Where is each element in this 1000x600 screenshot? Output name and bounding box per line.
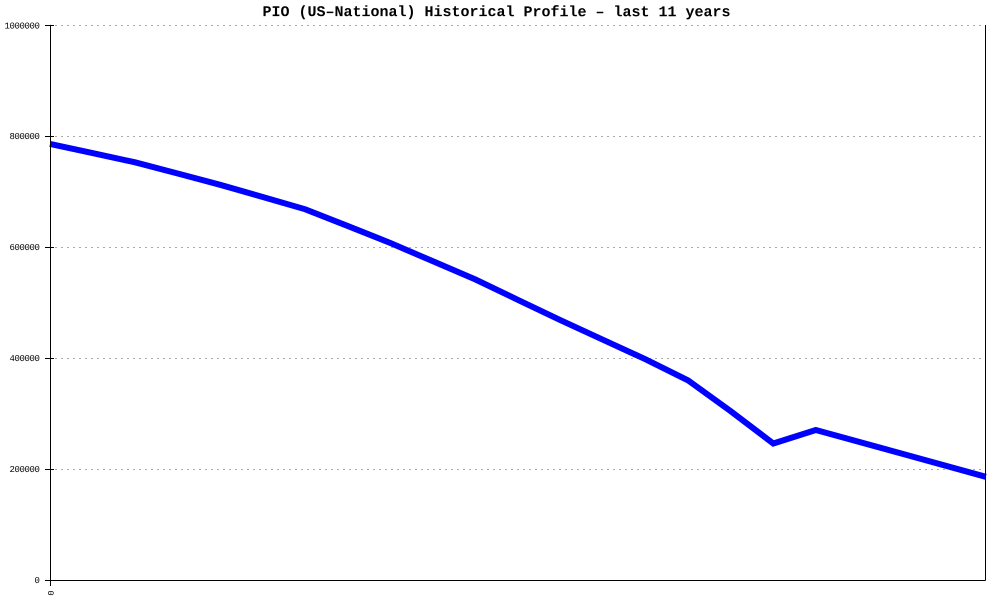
svg-text:0: 0 bbox=[45, 590, 55, 595]
svg-text:800000: 800000 bbox=[9, 132, 39, 142]
svg-text:0: 0 bbox=[34, 576, 39, 586]
svg-text:600000: 600000 bbox=[9, 243, 39, 253]
svg-text:1000000: 1000000 bbox=[4, 21, 39, 31]
svg-text:PIO (US–National) Historical P: PIO (US–National) Historical Profile – l… bbox=[262, 4, 730, 21]
svg-text:200000: 200000 bbox=[9, 465, 39, 475]
svg-text:400000: 400000 bbox=[9, 354, 39, 364]
